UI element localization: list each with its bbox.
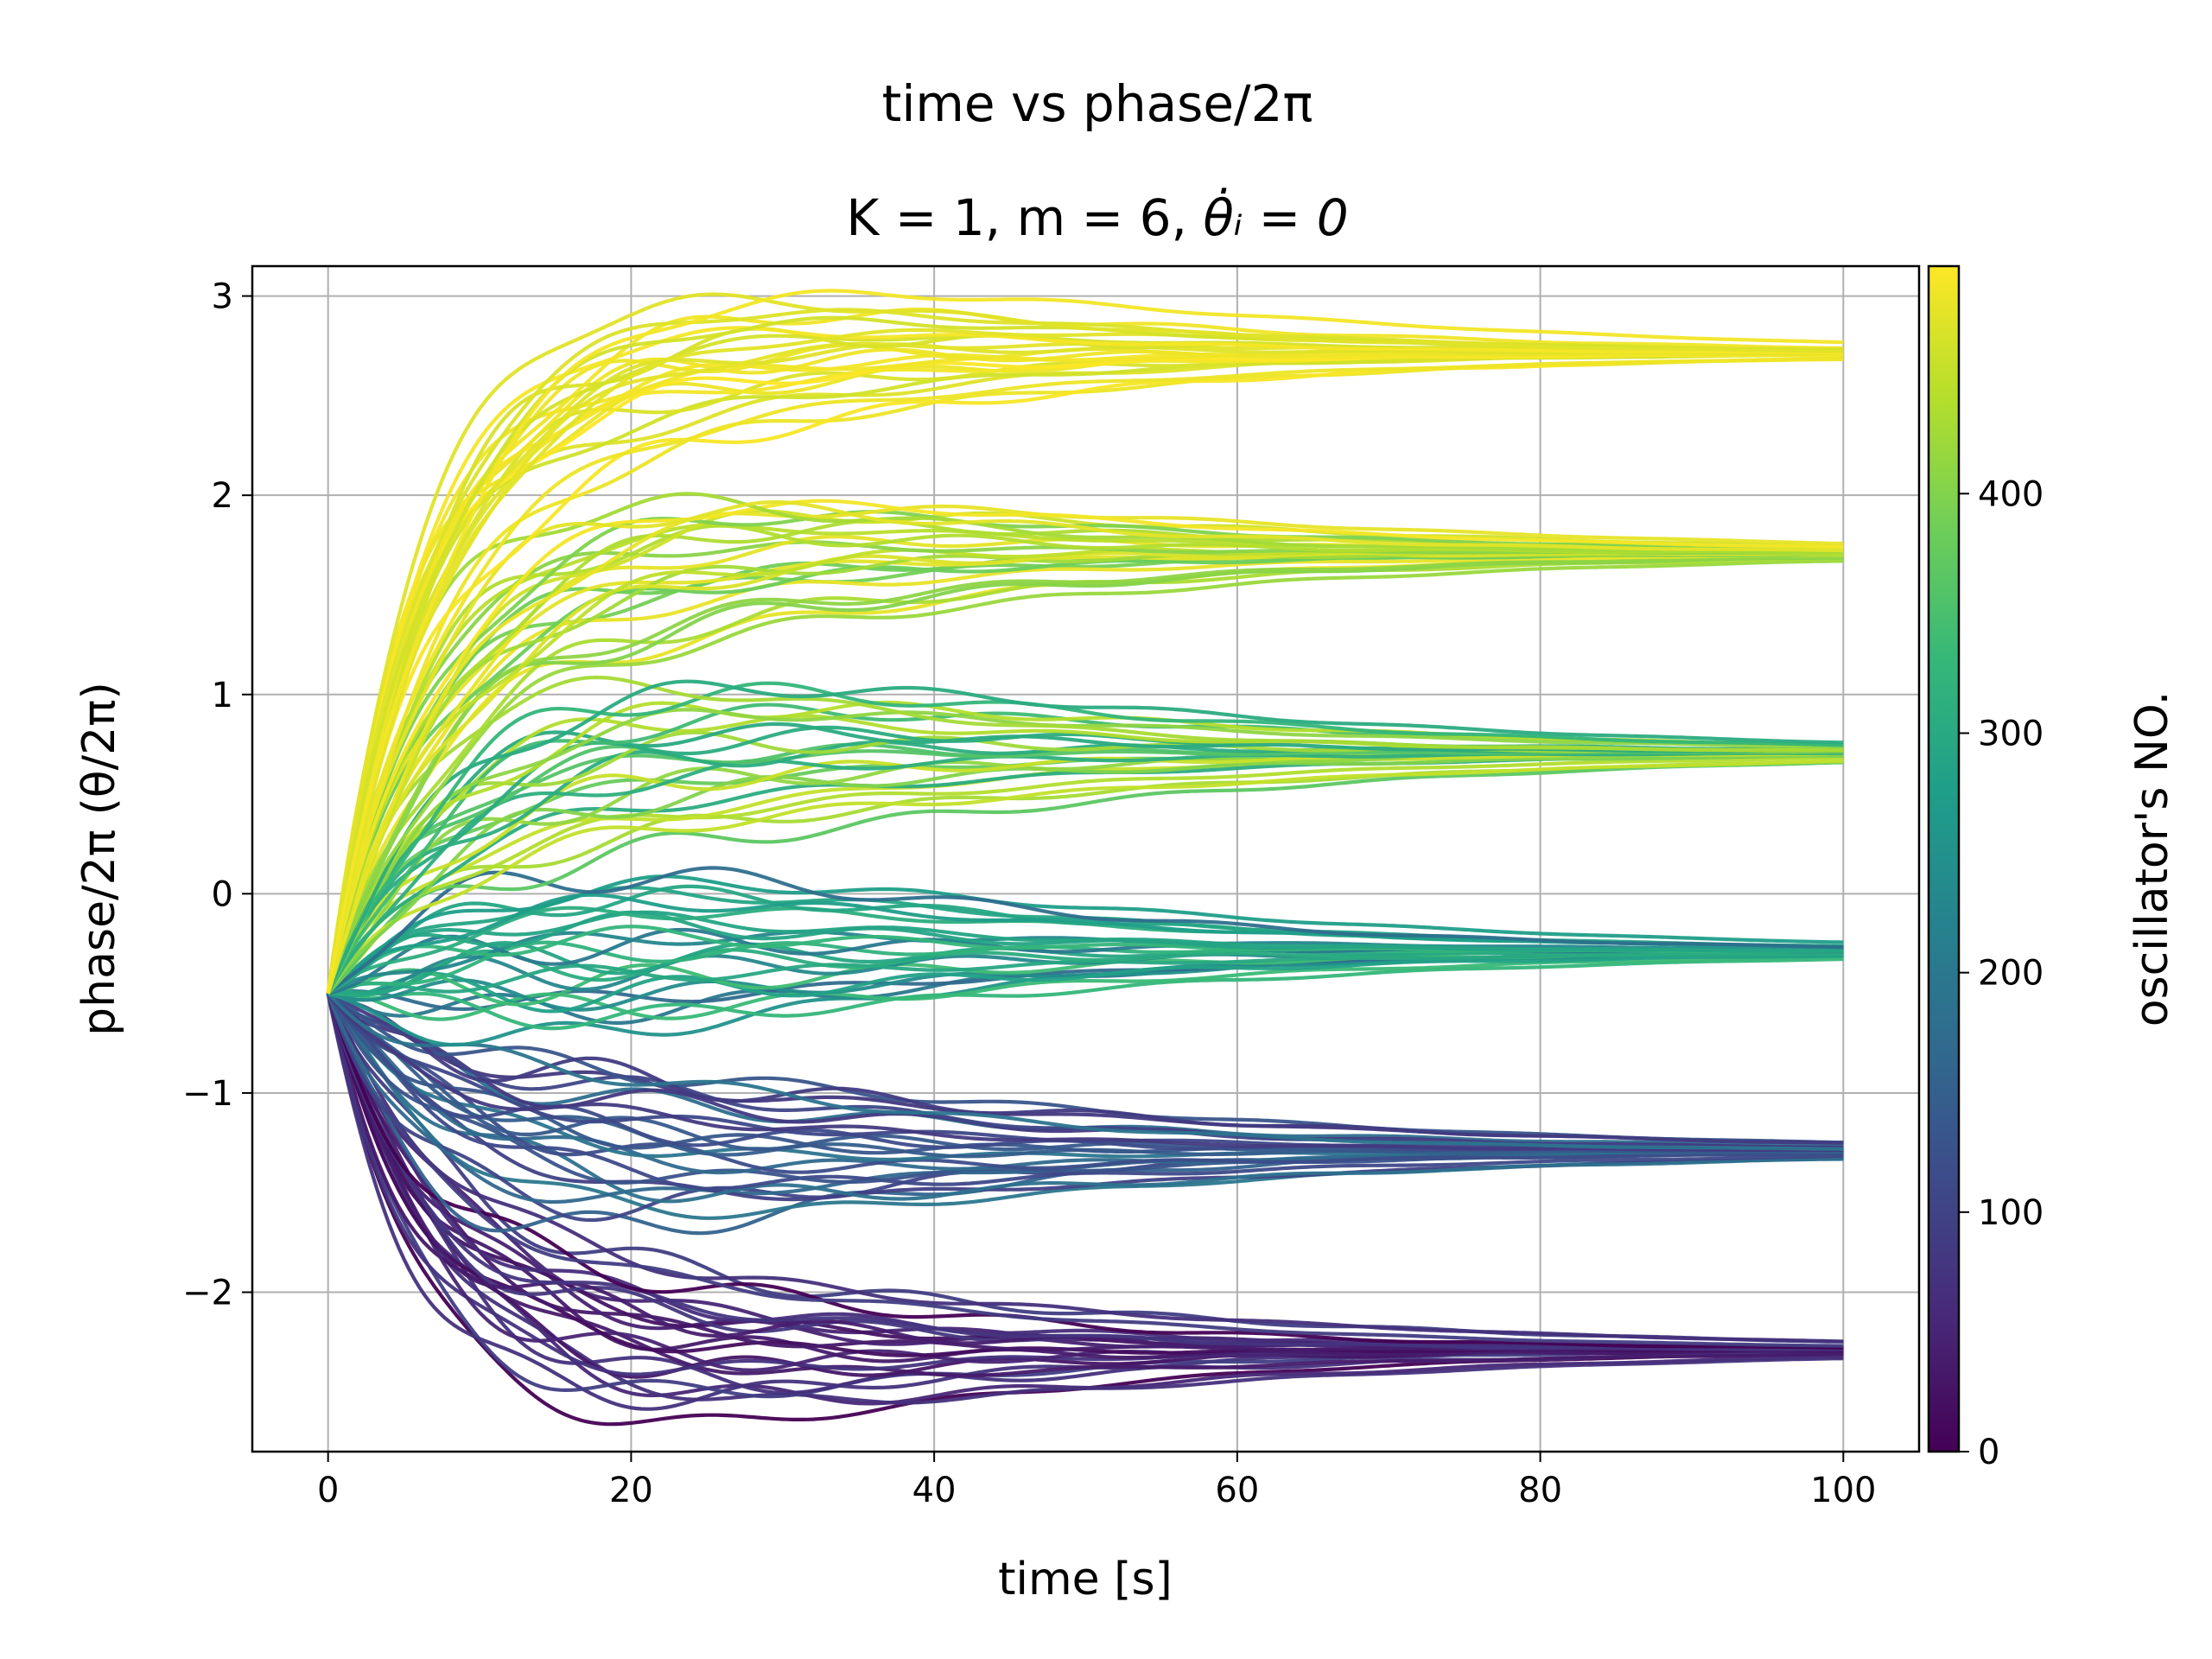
oscillator-series [326, 289, 1844, 1427]
oscillator-line [326, 708, 1844, 995]
oscillator-line [327, 866, 1844, 995]
oscillator-line [327, 992, 1844, 1153]
colorbar-tick-label: 400 [1978, 474, 2044, 514]
chart-title-math: θ̇ᵢ = 0 [1203, 187, 1348, 247]
oscillator-line [326, 992, 1844, 1174]
oscillator-line [326, 992, 1844, 1348]
oscillator-line [326, 992, 1844, 1344]
chart-title-line-2: K = 1, m = 6, θ̇ᵢ = 0 [846, 187, 1348, 247]
oscillator-line [326, 992, 1844, 1204]
oscillator-line [327, 874, 1844, 995]
y-axis-ticks: −2 −1 0 1 2 3 [182, 277, 252, 1313]
y-tick-label: 1 [212, 676, 233, 715]
colorbar-tick-label: 200 [1978, 954, 2044, 994]
colorbar-tick-label: 100 [1978, 1193, 2044, 1233]
y-tick-label: 0 [212, 874, 233, 914]
oscillator-line [326, 679, 1844, 995]
colorbar-tick-label: 300 [1978, 714, 2044, 753]
oscillator-line [326, 992, 1844, 1405]
x-tick-label: 80 [1518, 1471, 1562, 1510]
colorbar-tick-label: 0 [1978, 1433, 1999, 1472]
x-axis-label: time [s] [998, 1554, 1173, 1605]
oscillator-line [327, 991, 1844, 1145]
colorbar-ticks: 0 100 200 300 400 [1959, 474, 2044, 1472]
oscillator-line [326, 559, 1844, 995]
y-tick-label: 2 [212, 476, 233, 516]
oscillator-line [326, 510, 1844, 995]
x-axis-ticks: 0 20 40 60 80 100 [317, 1452, 1876, 1510]
oscillator-line [326, 753, 1844, 995]
x-tick-label: 100 [1810, 1471, 1876, 1510]
oscillator-line [326, 499, 1844, 995]
oscillator-line [327, 992, 1844, 1151]
oscillator-line [327, 957, 1844, 1031]
oscillator-line [326, 292, 1844, 994]
oscillator-line [326, 993, 1844, 1351]
x-tick-label: 20 [609, 1471, 653, 1510]
oscillator-line [326, 326, 1844, 994]
chart-title-line-1: time vs phase/2π [882, 74, 1313, 133]
oscillator-line [327, 760, 1844, 995]
y-tick-label: −1 [182, 1074, 233, 1114]
oscillator-line [326, 289, 1844, 994]
x-tick-label: 40 [912, 1471, 957, 1510]
oscillator-line [327, 954, 1844, 1014]
y-tick-label: 3 [212, 277, 233, 317]
oscillator-line [326, 356, 1844, 995]
chart-title-params: K = 1, m = 6, [846, 188, 1203, 247]
y-tick-label: −2 [182, 1274, 233, 1313]
oscillator-line [326, 556, 1844, 995]
oscillator-line [326, 753, 1844, 995]
oscillator-line [326, 675, 1844, 995]
oscillator-line [327, 910, 1844, 995]
oscillator-line [326, 756, 1844, 995]
colorbar [1927, 264, 1961, 1453]
y-axis-label: phase/2π (θ/2π) [73, 682, 125, 1036]
oscillator-line [326, 681, 1844, 995]
oscillator-line [327, 992, 1844, 1175]
grid-lines [252, 266, 1919, 1452]
plot-frame [251, 264, 1921, 1453]
oscillator-line [326, 751, 1844, 995]
oscillator-line [326, 759, 1844, 995]
x-tick-label: 0 [317, 1471, 339, 1510]
x-tick-label: 60 [1215, 1471, 1259, 1510]
colorbar-label: oscillator's NO. [2126, 691, 2178, 1027]
oscillator-line [326, 499, 1844, 995]
